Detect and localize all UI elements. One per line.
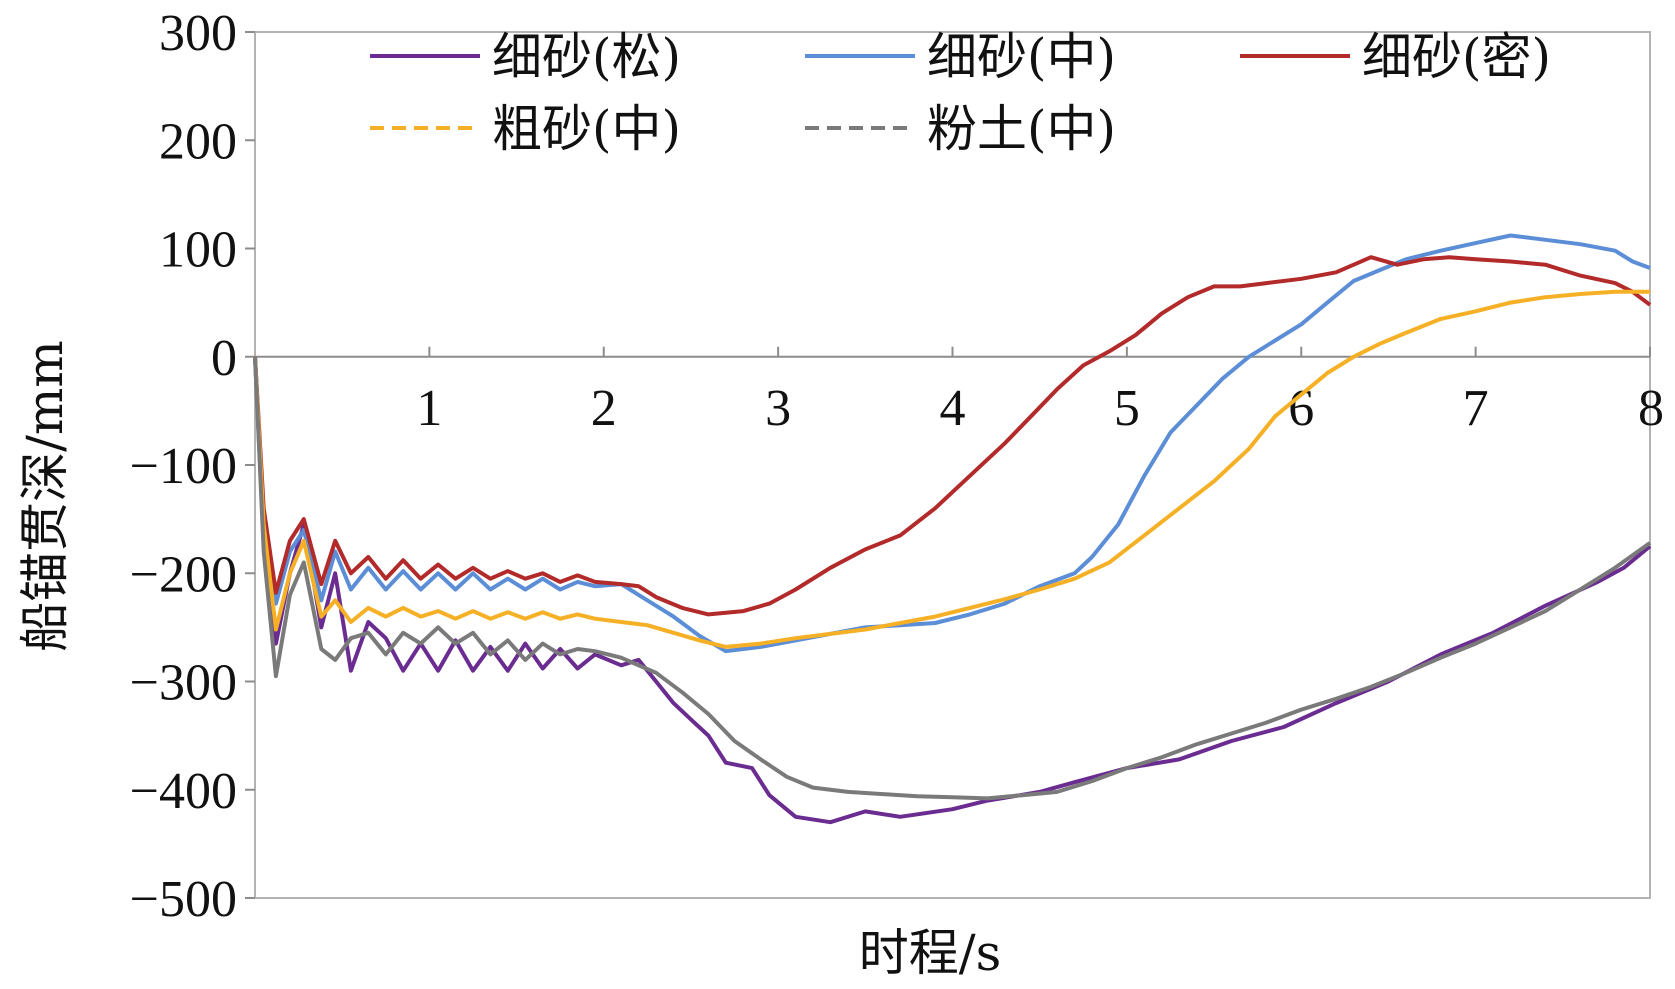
legend-label-0: 细砂(松) xyxy=(492,28,681,86)
legend-label-2: 细砂(密) xyxy=(1362,28,1551,86)
series-line-2 xyxy=(253,255,1652,617)
legend-label-4: 粉土(中) xyxy=(927,100,1116,158)
y-tick-label: −500 xyxy=(130,871,237,928)
y-axis-ticks: 300 200 100 0 −100 −200 −300 −400 −500 xyxy=(130,5,255,928)
x-tick-label: 8 xyxy=(1638,380,1664,437)
x-tick-label: 7 xyxy=(1463,380,1489,437)
legend-label-1: 细砂(中) xyxy=(927,28,1116,86)
y-tick-label: −400 xyxy=(130,763,237,820)
y-tick-label: −200 xyxy=(130,546,237,603)
series-line-3 xyxy=(253,289,1650,649)
x-tick-label: 4 xyxy=(940,380,966,437)
y-tick-label: 0 xyxy=(211,330,237,387)
x-tick-label: 5 xyxy=(1114,380,1140,437)
x-tick-label: 3 xyxy=(765,380,791,437)
x-axis-title: 时程/s xyxy=(859,924,1002,982)
x-tick-label: 2 xyxy=(591,380,617,437)
y-tick-label: 100 xyxy=(159,222,237,279)
y-axis-title: 船锚贯深/mm xyxy=(16,340,74,652)
legend: 细砂(松) 细砂(中) 细砂(密) 粗砂(中) 粉土(中) xyxy=(370,28,1551,158)
series-line-0 xyxy=(253,356,1652,825)
plot-area xyxy=(254,31,1651,899)
x-tick-label: 1 xyxy=(416,380,442,437)
y-tick-label: 300 xyxy=(159,5,237,62)
y-tick-label: 200 xyxy=(159,113,237,170)
y-tick-label: −100 xyxy=(130,438,237,495)
series-line-4 xyxy=(253,356,1652,801)
legend-label-3: 粗砂(中) xyxy=(492,100,681,158)
series-layer xyxy=(253,233,1652,825)
y-tick-label: −300 xyxy=(130,655,237,712)
